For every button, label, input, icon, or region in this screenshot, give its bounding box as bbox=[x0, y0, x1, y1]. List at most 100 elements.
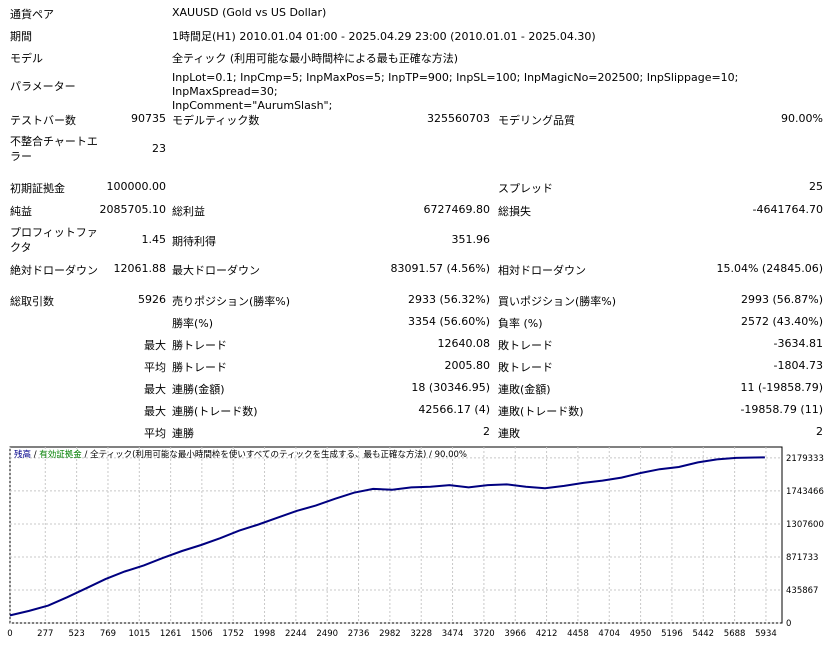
maximal-drawdown-value: 83091.57 (4.56%) bbox=[390, 262, 490, 275]
x-tick-label: 3228 bbox=[410, 629, 432, 639]
short-positions-value: 2933 (56.32%) bbox=[407, 293, 490, 306]
y-tick-label: 2179333 bbox=[786, 454, 824, 464]
max-consecutive-wins-value: 18 (30346.95) bbox=[411, 381, 490, 394]
y-tick-label: 871733 bbox=[786, 553, 818, 563]
max-consecutive-losses-value: 11 (-19858.79) bbox=[740, 381, 823, 394]
expected-payoff-label: 期待利得 bbox=[172, 235, 216, 248]
model-value: 全ティック (利用可能な最小時間枠による最も正確な方法) bbox=[172, 52, 459, 65]
x-tick-label: 3720 bbox=[473, 629, 495, 639]
largest-loss-trade-value: -3634.81 bbox=[773, 337, 823, 350]
y-tick-label: 435867 bbox=[786, 586, 818, 596]
gross-profit-label: 総利益 bbox=[172, 205, 205, 218]
gross-profit-value: 6727469.80 bbox=[423, 203, 490, 216]
x-tick-label: 523 bbox=[69, 629, 85, 639]
max-consecutive-losses-label: 連敗(金額) bbox=[498, 383, 551, 396]
relative-drawdown-label: 相対ドローダウン bbox=[498, 264, 586, 277]
net-profit-value: 2085705.10 bbox=[99, 203, 166, 216]
x-tick-label: 5442 bbox=[692, 629, 714, 639]
max-consecutive-loss-count-value: -19858.79 (11) bbox=[740, 403, 823, 416]
max-consecutive-wins-label: 連勝(金額) bbox=[172, 383, 225, 396]
pair-value: XAUUSD (Gold vs US Dollar) bbox=[172, 6, 327, 19]
average-consecutive-wins-value: 2 bbox=[483, 425, 490, 438]
x-tick-label: 1506 bbox=[191, 629, 213, 639]
max-consecutive-profit-label: 連勝(トレード数) bbox=[172, 405, 258, 418]
profit-trades-label: 勝率(%) bbox=[172, 317, 214, 330]
period-label: 期間 bbox=[10, 30, 32, 43]
spread-value: 25 bbox=[809, 180, 823, 193]
initial-deposit-value: 100000.00 bbox=[106, 180, 167, 193]
chart-grid bbox=[9, 447, 782, 624]
largest-profit-trade-label: 勝トレード bbox=[172, 339, 227, 352]
modeling-quality-value: 90.00% bbox=[781, 112, 823, 125]
x-tick-label: 5196 bbox=[661, 629, 683, 639]
x-tick-label: 4704 bbox=[598, 629, 620, 639]
x-tick-label: 5688 bbox=[724, 629, 746, 639]
balance-line bbox=[9, 456, 765, 617]
x-tick-label: 769 bbox=[100, 629, 116, 639]
max-consecutive-prefix: 最大 bbox=[144, 383, 166, 396]
chart-plot-area bbox=[9, 446, 783, 624]
average-consecutive-losses-label: 連敗 bbox=[498, 427, 520, 440]
average-loss-trade-value: -1804.73 bbox=[773, 359, 823, 372]
y-tick-label: 0 bbox=[786, 619, 791, 629]
x-tick-label: 2490 bbox=[316, 629, 338, 639]
x-tick-label: 1261 bbox=[160, 629, 182, 639]
y-tick-label: 1307600 bbox=[786, 520, 824, 530]
legend-separator: / bbox=[82, 450, 90, 460]
x-tick-label: 4950 bbox=[630, 629, 652, 639]
gross-loss-label: 総損失 bbox=[498, 205, 531, 218]
x-tick-label: 3474 bbox=[442, 629, 464, 639]
x-tick-label: 277 bbox=[37, 629, 53, 639]
x-tick-label: 2736 bbox=[348, 629, 370, 639]
model-label: モデル bbox=[10, 52, 43, 65]
report-panel: 通貨ペア XAUUSD (Gold vs US Dollar) 期間 1時間足(… bbox=[10, 6, 823, 440]
max-consecutive-profit-value: 42566.17 (4) bbox=[418, 403, 490, 416]
absolute-drawdown-label: 絶対ドローダウン bbox=[10, 264, 98, 277]
test-bars-label: テストバー数 bbox=[10, 114, 76, 127]
y-tick-label: 1743466 bbox=[786, 487, 824, 497]
legend-quality: 90.00% bbox=[435, 450, 467, 460]
x-tick-label: 4458 bbox=[567, 629, 589, 639]
max-consecutive-count-prefix: 最大 bbox=[144, 405, 166, 418]
legend-equity: 有効証拠金 bbox=[39, 449, 82, 460]
largest-prefix: 最大 bbox=[144, 339, 166, 352]
x-tick-label: 5934 bbox=[755, 629, 777, 639]
average-profit-trade-value: 2005.80 bbox=[444, 359, 491, 372]
largest-loss-trade-label: 敗トレード bbox=[498, 339, 553, 352]
period-value: 1時間足(H1) 2010.01.04 01:00 - 2025.04.29 2… bbox=[172, 30, 596, 43]
test-bars-value: 90735 bbox=[131, 112, 166, 125]
average-profit-trade-label: 勝トレード bbox=[172, 361, 227, 374]
legend-model: 全ティック(利用可能な最小時間枠を使いすべてのティックを生成する、最も正確な方法… bbox=[90, 449, 426, 460]
modeling-quality-label: モデリング品質 bbox=[498, 114, 575, 127]
parameters-value: InpLot=0.1; InpCmp=5; InpMaxPos=5; InpTP… bbox=[172, 71, 812, 113]
x-tick-label: 0 bbox=[7, 629, 12, 639]
x-tick-label: 4212 bbox=[536, 629, 558, 639]
legend-separator: / bbox=[31, 450, 39, 460]
loss-trades-value: 2572 (43.40%) bbox=[740, 315, 823, 328]
x-axis-labels: 0 277 523 769 1015 1261 1506 1752 1998 2244 2490 27… bbox=[7, 629, 776, 639]
mismatch-errors-label: 不整合チャートエラー bbox=[10, 135, 98, 163]
legend-separator: / bbox=[426, 450, 434, 460]
parameters-line-1: InpLot=0.1; InpCmp=5; InpMaxPos=5; InpTP… bbox=[172, 71, 739, 98]
max-consecutive-loss-count-label: 連敗(トレード数) bbox=[498, 405, 584, 418]
x-tick-label: 1015 bbox=[128, 629, 150, 639]
initial-deposit-label: 初期証拠金 bbox=[10, 182, 65, 195]
parameters-line-2: InpComment="AurumSlash"; bbox=[172, 99, 333, 112]
spread-label: スプレッド bbox=[498, 182, 553, 195]
long-positions-label: 買いポジション(勝率%) bbox=[498, 295, 617, 308]
chart-legend: 残高 / 有効証拠金 / 全ティック(利用可能な最小時間枠を使いすべてのティック… bbox=[14, 449, 467, 460]
x-tick-label: 3966 bbox=[504, 629, 526, 639]
average-loss-trade-label: 敗トレード bbox=[498, 361, 553, 374]
total-trades-value: 5926 bbox=[138, 293, 166, 306]
x-tick-label: 2244 bbox=[285, 629, 307, 639]
gross-loss-value: -4641764.70 bbox=[752, 203, 823, 216]
parameters-label: パラメーター bbox=[10, 80, 76, 93]
x-tick-label: 1752 bbox=[222, 629, 244, 639]
maximal-drawdown-label: 最大ドローダウン bbox=[172, 264, 260, 277]
mismatch-errors-value: 23 bbox=[152, 142, 166, 155]
model-ticks-label: モデルティック数 bbox=[172, 114, 260, 127]
long-positions-value: 2993 (56.87%) bbox=[740, 293, 823, 306]
average-prefix: 平均 bbox=[144, 361, 166, 374]
expected-payoff-value: 351.96 bbox=[451, 233, 491, 246]
profit-trades-value: 3354 (56.60%) bbox=[407, 315, 490, 328]
